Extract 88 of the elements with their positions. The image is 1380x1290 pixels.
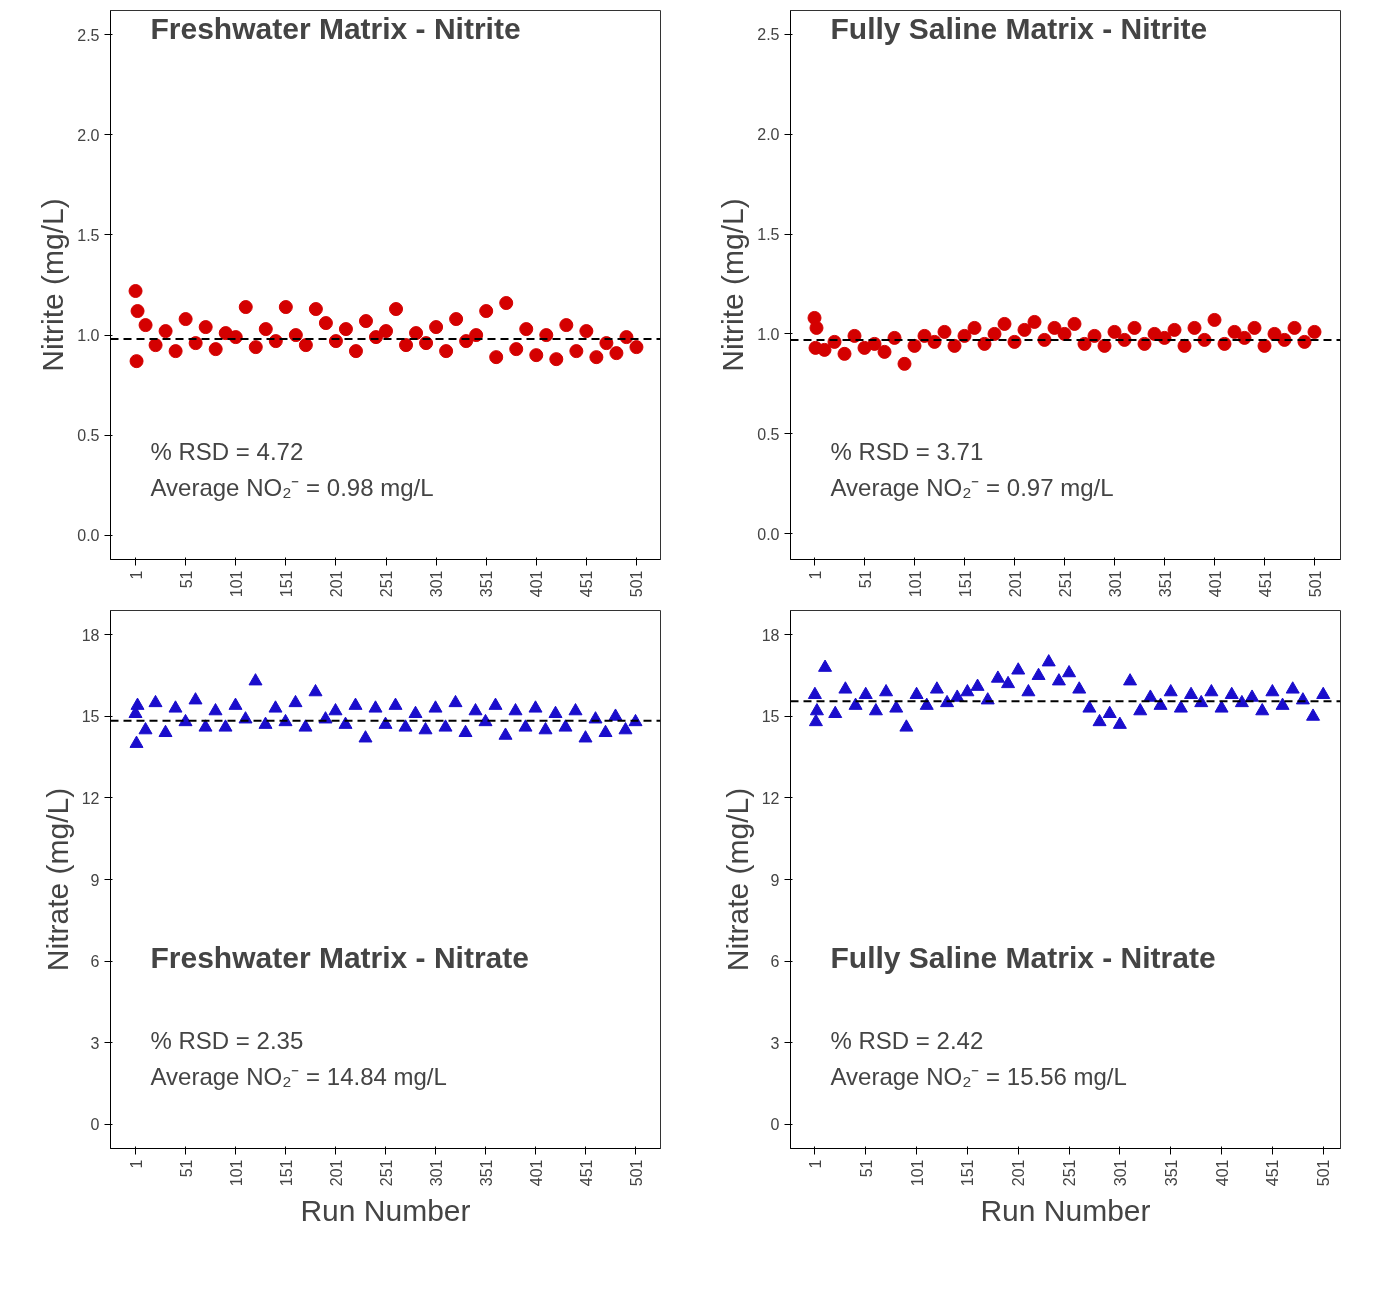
y-tick-label: 15 — [761, 708, 780, 726]
y-tick-label: 2.5 — [757, 26, 780, 44]
y-axis-title: Nitrate (mg/L) — [720, 787, 754, 972]
y-tick-label: 18 — [81, 626, 100, 644]
x-tick-label: 351 — [477, 1159, 495, 1187]
x-tick-label: 301 — [427, 1159, 445, 1187]
y-axis-title: Nitrite (mg/L) — [716, 198, 750, 372]
y-tick-label: 0.0 — [757, 525, 780, 543]
x-tick-label: 101 — [227, 1159, 245, 1187]
y-tick-label: 0.0 — [77, 527, 100, 545]
x-tick-label: 51 — [857, 1159, 875, 1178]
x-tick-label: 151 — [277, 1159, 295, 1187]
x-tick-label: 301 — [1111, 1159, 1129, 1187]
x-tick-label: 201 — [327, 570, 345, 598]
y-tick-label: 12 — [761, 789, 780, 807]
y-tick-label: 6 — [770, 953, 780, 971]
annotation: Average NO₂⁻ = 0.98 mg/L — [150, 473, 434, 501]
x-tick-label: 351 — [1162, 1159, 1180, 1187]
y-tick-label: 1.0 — [757, 325, 780, 343]
y-tick-label: 2.5 — [77, 26, 100, 44]
x-tick-label: 501 — [1315, 1159, 1333, 1187]
annotation: % RSD = 2.35 — [150, 1026, 304, 1054]
x-tick-label: 1 — [127, 570, 145, 580]
y-tick-label: 0 — [90, 1116, 100, 1134]
y-tick-label: 3 — [90, 1034, 100, 1052]
annotation: Average NO₂⁻ = 15.56 mg/L — [830, 1062, 1127, 1090]
x-tick-label: 201 — [327, 1159, 345, 1187]
x-tick-label: 251 — [377, 1159, 395, 1187]
x-tick-label: 201 — [1010, 1159, 1028, 1187]
x-tick-label: 101 — [227, 570, 245, 598]
x-tick-label: 451 — [578, 570, 596, 598]
x-tick-label: 451 — [577, 1159, 595, 1187]
x-tick-label: 351 — [1156, 570, 1174, 598]
y-axis-title: Nitrate (mg/L) — [40, 787, 74, 972]
x-tick-label: 1 — [127, 1159, 145, 1169]
x-tick-label: 451 — [1264, 1159, 1282, 1187]
x-axis-title: Run Number — [980, 1194, 1151, 1228]
x-tick-label: 101 — [908, 1159, 926, 1187]
x-tick-label: 1 — [806, 1159, 824, 1169]
y-tick-label: 3 — [770, 1034, 780, 1052]
y-tick-label: 6 — [90, 953, 100, 971]
x-tick-label: 51 — [177, 1159, 195, 1178]
annotation: Average NO₂⁻ = 0.97 mg/L — [830, 473, 1114, 501]
annotation: % RSD = 2.42 — [830, 1026, 984, 1054]
x-tick-label: 301 — [428, 570, 446, 598]
y-tick-label: 18 — [761, 626, 780, 644]
chart-title: Fully Saline Matrix - Nitrite — [830, 11, 1208, 45]
annotation: % RSD = 4.72 — [150, 437, 304, 465]
x-tick-label: 351 — [478, 570, 496, 598]
x-tick-label: 151 — [959, 1159, 977, 1187]
x-tick-label: 401 — [528, 570, 546, 598]
x-tick-label: 301 — [1106, 570, 1124, 598]
text: Freshwater Matrix - Nitrate — [150, 940, 529, 974]
x-tick-label: 501 — [1306, 570, 1324, 598]
annotation: Average NO₂⁻ = 14.84 mg/L — [150, 1062, 447, 1090]
x-tick-label: 401 — [527, 1159, 545, 1187]
y-tick-label: 12 — [81, 789, 100, 807]
x-tick-label: 1 — [806, 570, 824, 580]
y-tick-label: 9 — [90, 871, 100, 889]
annotation: % RSD = 3.71 — [830, 437, 984, 465]
x-tick-label: 501 — [628, 570, 646, 598]
y-tick-label: 1.5 — [757, 226, 780, 244]
y-axis-title: Nitrite (mg/L) — [36, 198, 70, 372]
x-tick-label: 451 — [1256, 570, 1274, 598]
x-tick-label: 251 — [1061, 1159, 1079, 1187]
x-tick-label: 101 — [906, 570, 924, 598]
x-tick-label: 401 — [1206, 570, 1224, 598]
y-tick-label: 15 — [81, 708, 100, 726]
x-tick-label: 251 — [378, 570, 395, 598]
x-tick-label: 151 — [956, 570, 974, 598]
x-tick-label: 251 — [1056, 570, 1074, 598]
chart-title: Freshwater Matrix - Nitrite — [150, 11, 521, 45]
y-tick-label: 0.5 — [77, 427, 100, 445]
x-tick-label: 401 — [1213, 1159, 1231, 1187]
y-tick-label: 0 — [770, 1116, 780, 1134]
x-tick-label: 201 — [1006, 570, 1024, 598]
y-tick-label: 0.5 — [757, 425, 780, 443]
y-tick-label: 2.0 — [77, 126, 100, 144]
x-tick-label: 51 — [856, 570, 874, 589]
y-tick-label: 9 — [770, 871, 780, 889]
x-tick-label: 151 — [277, 570, 295, 598]
text: Fully Saline Matrix - Nitrate — [830, 940, 1216, 974]
y-tick-label: 2.0 — [757, 126, 780, 144]
x-tick-label: 501 — [627, 1159, 645, 1187]
x-axis-title: Run Number — [300, 1194, 471, 1228]
x-tick-label: 51 — [177, 570, 195, 589]
y-tick-label: 1.0 — [77, 327, 100, 345]
y-tick-label: 1.5 — [77, 226, 100, 244]
